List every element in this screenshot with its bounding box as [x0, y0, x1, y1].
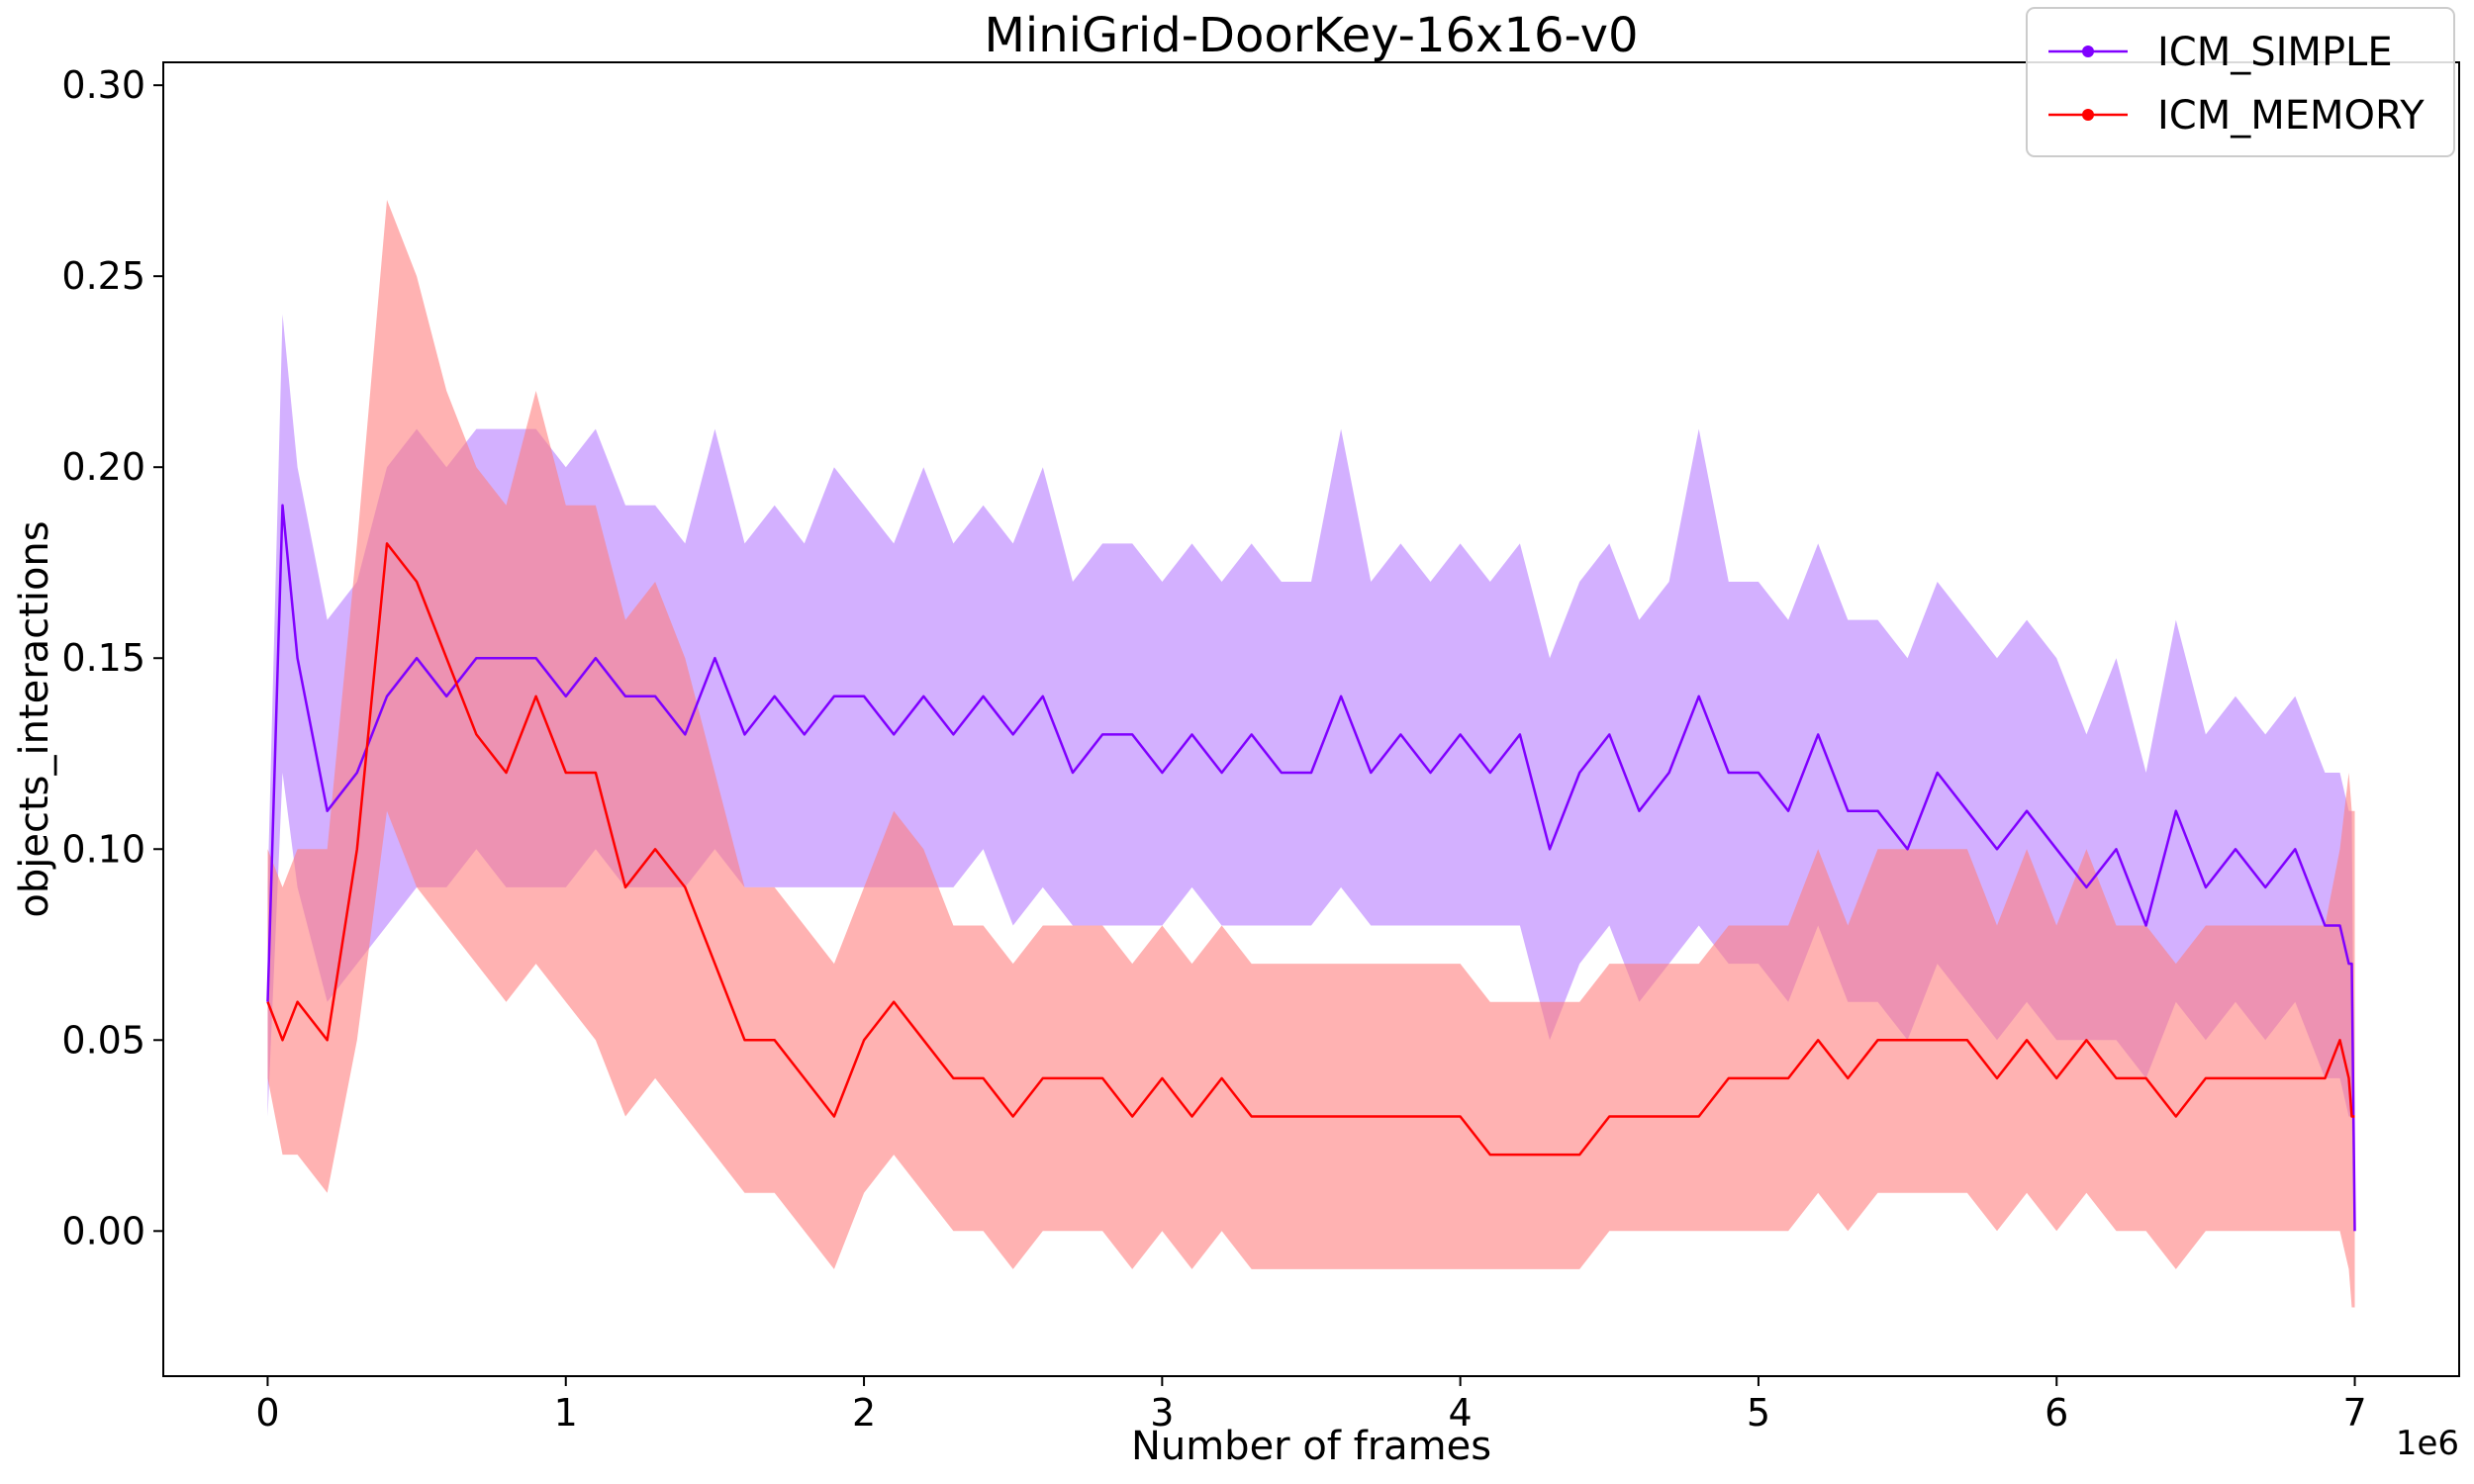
y-axis-label: objects_interactions	[12, 520, 57, 917]
y-axis-ticks: 0.00 0.05 0.10 0.15 0.20 0.25 0.30	[61, 63, 163, 1252]
legend: ICM_SIMPLE ICM_MEMORY	[2026, 7, 2455, 157]
x-tick-label: 3	[1150, 1391, 1174, 1435]
x-axis-label: Number of frames	[1131, 1424, 1491, 1469]
band-icm-memory	[267, 200, 2355, 1308]
x-tick-label: 7	[2342, 1391, 2366, 1435]
y-tick-label: 0.10	[61, 827, 145, 871]
legend-swatch-marker	[2082, 109, 2094, 121]
y-tick-label: 0.00	[61, 1209, 145, 1252]
x-tick-label: 5	[1747, 1391, 1770, 1435]
legend-label: ICM_SIMPLE	[2157, 30, 2393, 75]
legend-entry-icm-simple: ICM_SIMPLE	[2048, 30, 2393, 75]
plot-frame	[162, 61, 2460, 1377]
series-line-icm-memory	[266, 542, 2355, 1157]
x-tick-label: 2	[852, 1391, 876, 1435]
x-axis-offset-label: 1e6	[2396, 1424, 2459, 1463]
legend-box	[2026, 7, 2455, 157]
x-tick-label: 4	[1449, 1391, 1473, 1435]
legend-swatch-marker	[2082, 46, 2094, 57]
series-line-icm-simple	[266, 504, 2356, 1232]
x-tick-label: 1	[554, 1391, 578, 1435]
chart-title: MiniGrid-DoorKey-16x16-v0	[984, 8, 1638, 63]
series-lines	[266, 504, 2356, 1232]
x-tick-label: 6	[2045, 1391, 2068, 1435]
legend-entry-icm-memory: ICM_MEMORY	[2048, 93, 2425, 139]
y-tick-label: 0.25	[61, 254, 145, 298]
y-tick-label: 0.20	[61, 445, 145, 489]
legend-label: ICM_MEMORY	[2157, 93, 2425, 139]
x-tick-label: 0	[255, 1391, 279, 1435]
y-tick-label: 0.15	[61, 636, 145, 680]
y-tick-label: 0.30	[61, 63, 145, 107]
y-tick-label: 0.05	[61, 1018, 145, 1062]
x-axis-ticks: 0 1 2 3 4 5 6 7	[255, 1376, 2367, 1435]
